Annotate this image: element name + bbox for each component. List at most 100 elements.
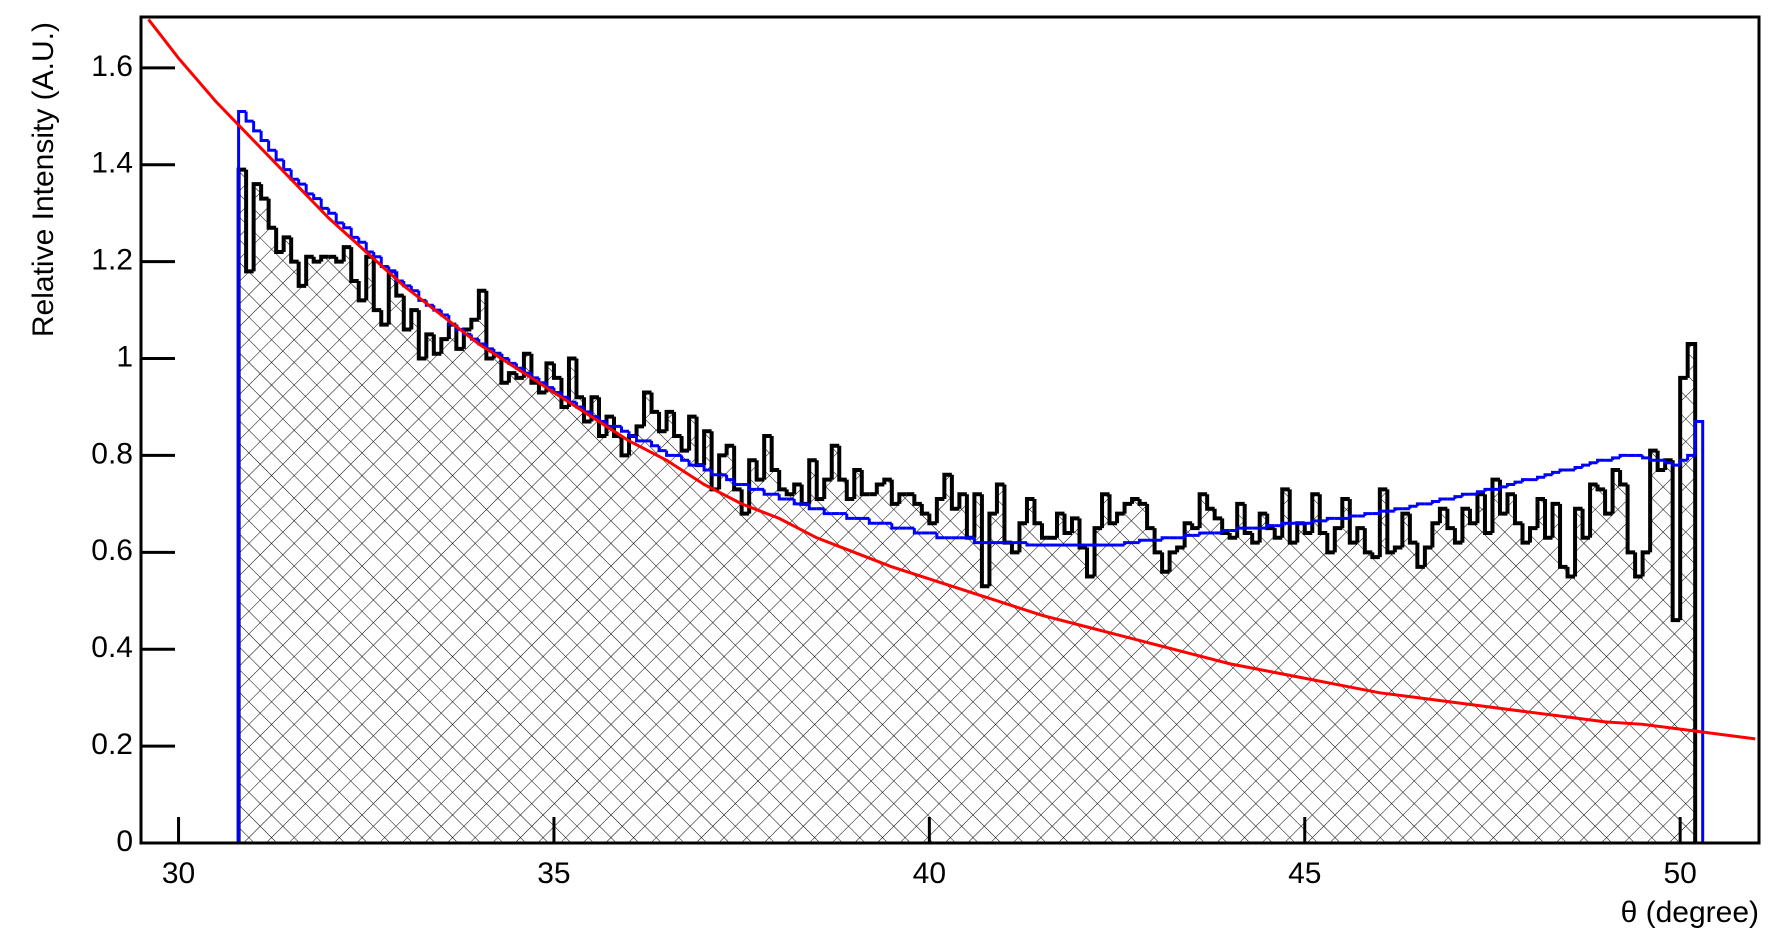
histogram-fill	[1094, 528, 1103, 843]
histogram-fill	[1312, 494, 1320, 843]
histogram-step	[296, 261, 307, 288]
histogram-step	[551, 363, 562, 380]
histogram-fill	[1102, 494, 1110, 843]
histogram-step	[566, 356, 577, 407]
reference-step	[1543, 473, 1553, 478]
histogram-fill	[1327, 552, 1335, 843]
histogram-step	[1407, 513, 1418, 545]
reference-step	[807, 503, 817, 511]
reference-step	[657, 445, 667, 453]
y-axis-title: Relative Intensity (A.U.)	[27, 22, 60, 337]
histogram-step	[469, 317, 479, 330]
reference-step	[792, 499, 802, 506]
histogram-step	[1032, 499, 1042, 526]
reference-step	[237, 109, 247, 843]
histogram-step	[1070, 516, 1080, 533]
histogram-fill	[831, 445, 840, 843]
histogram-step	[1648, 448, 1658, 553]
histogram-step	[1528, 526, 1538, 543]
histogram-step	[484, 290, 494, 361]
histogram-step	[1670, 460, 1681, 623]
x-tick-label: 45	[1288, 857, 1321, 890]
histogram-fill	[1162, 571, 1170, 843]
histogram-step	[874, 482, 885, 495]
histogram-step	[1655, 450, 1666, 472]
histogram-step	[1603, 489, 1613, 516]
histogram-step	[1370, 552, 1380, 560]
reference-step	[1408, 504, 1418, 509]
y-tick-label: 0.6	[91, 534, 133, 567]
histogram-fill	[1237, 503, 1245, 843]
histogram-fill	[1214, 518, 1223, 843]
reference-step	[1498, 485, 1508, 490]
reference-step	[312, 193, 322, 201]
histogram-step	[1625, 484, 1636, 555]
reference-step	[1235, 526, 1245, 531]
histogram-step	[1024, 497, 1035, 524]
histogram-fill	[1087, 576, 1095, 843]
histogram-fill	[381, 324, 389, 843]
histogram-fill	[516, 377, 524, 843]
histogram-step	[784, 489, 795, 497]
histogram-fill	[1514, 523, 1523, 843]
reference-step	[342, 222, 352, 230]
reference-step	[1160, 536, 1170, 541]
histogram-fill	[884, 479, 892, 843]
histogram-fill	[914, 503, 922, 843]
histogram-step	[837, 445, 847, 482]
reference-step	[1123, 541, 1133, 546]
reference-step	[1438, 497, 1448, 502]
histogram-step	[289, 237, 299, 264]
histogram-fill	[854, 469, 862, 843]
histogram-step	[852, 467, 862, 500]
histogram-step	[1588, 482, 1598, 538]
histogram-fill	[1530, 528, 1538, 843]
histogram-fill	[1567, 576, 1576, 843]
histogram-fill	[343, 247, 352, 843]
reference-step	[687, 460, 697, 467]
reference-step	[890, 523, 900, 530]
histogram-step	[634, 424, 645, 437]
histogram-fill	[981, 586, 990, 843]
histogram-step	[596, 397, 607, 439]
histogram-fill	[1079, 547, 1088, 843]
histogram-fill	[1147, 528, 1155, 843]
reference-step	[1693, 420, 1705, 843]
histogram-step	[341, 245, 352, 262]
histogram-step	[1002, 484, 1012, 545]
histogram-step	[1640, 550, 1651, 577]
histogram-fill	[1229, 537, 1238, 843]
histogram-step	[1618, 469, 1628, 487]
histogram-step	[1430, 521, 1440, 548]
histogram-step	[807, 458, 817, 504]
histogram-fill	[1154, 552, 1163, 843]
reference-step	[1475, 490, 1485, 495]
histogram-step	[1400, 511, 1410, 548]
histogram-step	[424, 332, 434, 359]
histogram-step	[927, 513, 937, 526]
histogram-step	[1580, 508, 1591, 540]
histogram-fill	[1109, 523, 1118, 843]
histogram-step	[732, 445, 742, 492]
histogram-step	[431, 334, 442, 356]
histogram-fill	[1372, 557, 1380, 843]
histogram-fill	[1447, 528, 1455, 843]
reference-step	[252, 121, 262, 133]
reference-step	[710, 469, 720, 477]
histogram-step	[1475, 492, 1485, 524]
histogram-step	[356, 281, 367, 303]
reference-step	[1198, 531, 1208, 536]
reference-step	[1280, 521, 1290, 526]
histogram-step	[1633, 552, 1643, 579]
histogram-fill	[306, 256, 314, 843]
reference-step	[409, 285, 419, 293]
histogram-step	[1437, 506, 1448, 524]
histogram-fill	[1244, 532, 1253, 843]
histogram-fill	[433, 353, 442, 843]
reference-step	[327, 208, 337, 215]
histogram-fill	[396, 295, 404, 843]
y-tick-label: 0.4	[91, 631, 133, 664]
histogram-fill	[1590, 484, 1598, 843]
histogram-fill	[734, 489, 742, 843]
